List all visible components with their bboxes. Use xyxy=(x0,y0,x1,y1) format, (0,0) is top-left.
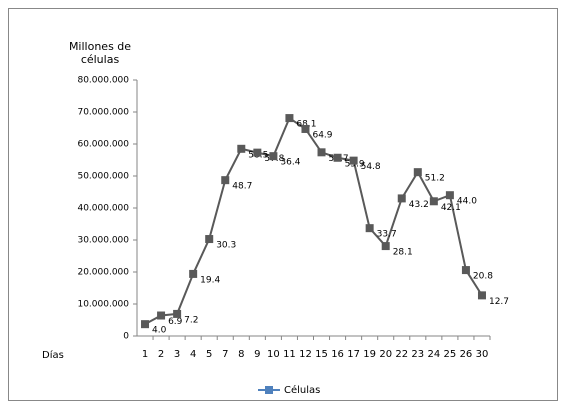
x-tick-label: 20 xyxy=(379,349,392,360)
point-marker xyxy=(173,309,182,318)
data-label: 19.4 xyxy=(200,275,220,285)
x-tick-label: 8 xyxy=(238,349,244,360)
data-label: 42.1 xyxy=(441,203,461,213)
point-marker xyxy=(397,194,406,203)
point-marker xyxy=(285,114,294,123)
point-marker xyxy=(317,148,326,157)
point-marker xyxy=(429,197,438,206)
point-marker xyxy=(253,148,262,157)
point-marker xyxy=(157,311,166,320)
x-tick-label: 16 xyxy=(331,349,344,360)
y-tick-label: 40.000.000 xyxy=(77,204,129,214)
y-tick-label: 10.000.000 xyxy=(77,300,129,310)
x-tick-label: 9 xyxy=(254,349,260,360)
y-tick-label: 80.000.000 xyxy=(77,76,129,86)
x-tick-label: 10 xyxy=(267,349,280,360)
x-tick-label: 17 xyxy=(347,349,360,360)
x-tick-label: 26 xyxy=(460,349,473,360)
y-tick-label: 20.000.000 xyxy=(77,268,129,278)
data-label: 12.7 xyxy=(489,297,509,307)
series-line xyxy=(144,116,483,326)
x-tick-label: 5 xyxy=(206,349,212,360)
data-label: 28.1 xyxy=(393,248,413,258)
point-marker xyxy=(333,153,342,162)
point-marker xyxy=(413,168,422,177)
y-tick-label: 0 xyxy=(123,332,129,342)
legend-label: Células xyxy=(284,384,320,396)
legend-marker xyxy=(265,386,273,394)
data-label: 64.9 xyxy=(312,130,332,140)
y-tick-label: 50.000.000 xyxy=(77,172,129,182)
point-marker xyxy=(205,235,214,244)
x-tick-label: 24 xyxy=(427,349,440,360)
point-marker xyxy=(141,320,150,329)
y-tick-label: 30.000.000 xyxy=(77,236,129,246)
point-marker xyxy=(445,191,454,200)
point-marker xyxy=(301,124,310,133)
x-tick-label: 1 xyxy=(142,349,148,360)
point-marker xyxy=(189,269,198,278)
data-label: 54.8 xyxy=(361,162,381,172)
x-tick-label: 19 xyxy=(363,349,376,360)
data-label: 6.9 xyxy=(168,317,183,327)
x-tick-label: 2 xyxy=(158,349,164,360)
x-axis-label: Días xyxy=(42,349,64,361)
point-marker xyxy=(349,156,358,165)
x-tick-label: 3 xyxy=(174,349,180,360)
x-tick-label: 12 xyxy=(299,349,312,360)
x-tick-label: 11 xyxy=(283,349,296,360)
data-label: 4.0 xyxy=(152,326,167,336)
y-axis-label: Millones de células xyxy=(68,40,132,66)
x-tick-label: 4 xyxy=(190,349,196,360)
point-marker xyxy=(461,266,470,275)
x-tick-label: 30 xyxy=(476,349,489,360)
x-tick-label: 22 xyxy=(395,349,408,360)
point-marker xyxy=(477,291,486,300)
y-tick-label: 60.000.000 xyxy=(77,140,129,150)
data-label: 30.3 xyxy=(216,241,236,251)
data-label: 48.7 xyxy=(232,182,252,192)
point-marker xyxy=(237,144,246,153)
x-tick-label: 23 xyxy=(411,349,424,360)
point-marker xyxy=(269,152,278,161)
point-marker xyxy=(365,224,374,233)
data-label: 51.2 xyxy=(425,174,445,184)
data-label: 68.1 xyxy=(296,120,316,130)
x-tick-label: 25 xyxy=(444,349,457,360)
point-marker xyxy=(221,176,230,185)
x-tick-label: 15 xyxy=(315,349,328,360)
data-label: 20.8 xyxy=(473,272,493,282)
chart-border xyxy=(8,8,558,401)
data-label: 33.7 xyxy=(377,230,397,240)
x-tick-label: 7 xyxy=(222,349,228,360)
data-label: 44.0 xyxy=(457,197,477,207)
data-label: 43.2 xyxy=(409,200,429,210)
point-marker xyxy=(381,242,390,251)
data-label: 7.2 xyxy=(184,315,198,325)
data-label: 36.4 xyxy=(280,158,300,168)
y-tick-label: 70.000.000 xyxy=(77,108,129,118)
